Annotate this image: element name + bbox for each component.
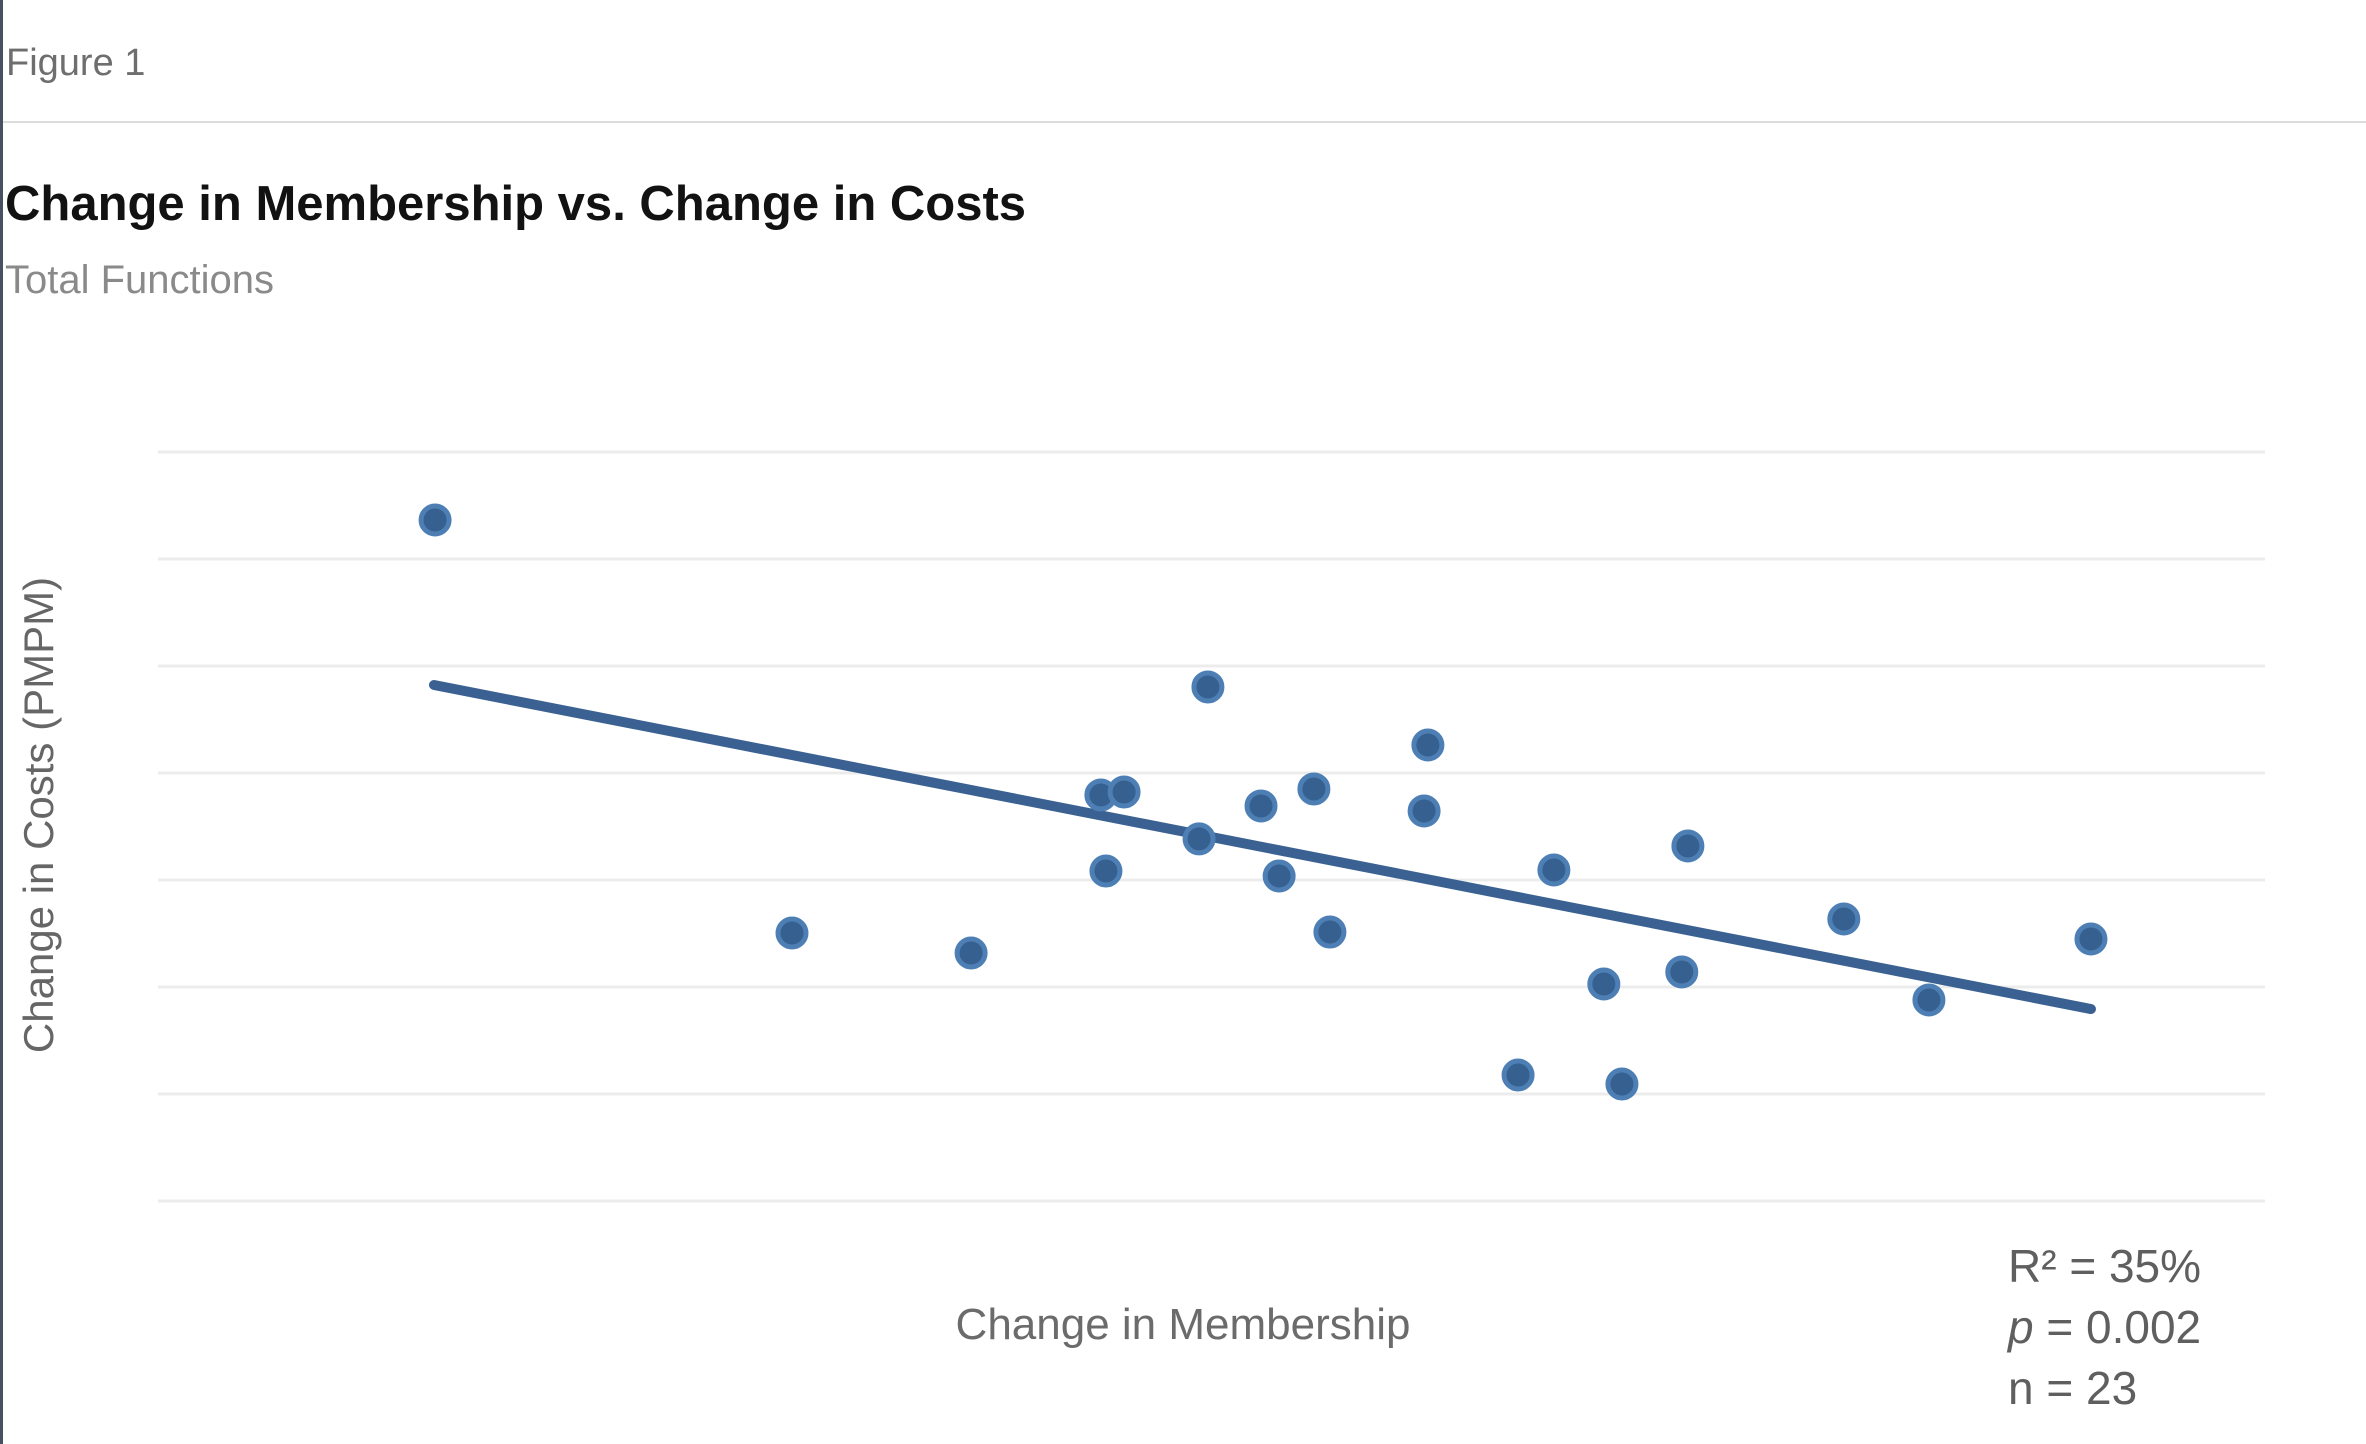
data-point [954, 936, 988, 970]
data-point [2074, 922, 2108, 956]
data-point [1912, 983, 1946, 1017]
data-point [1262, 859, 1296, 893]
data-point [418, 503, 452, 537]
data-point [1605, 1067, 1639, 1101]
data-point [1089, 854, 1123, 888]
data-point [1665, 955, 1699, 989]
stats-annotation: R² = 35% p = 0.002 n = 23 [2008, 1236, 2201, 1420]
stats-p-rest: = 0.002 [2033, 1301, 2202, 1354]
header-divider [3, 121, 2366, 123]
trend-line [429, 680, 2096, 1015]
data-point [1501, 1058, 1535, 1092]
scatter-plot [158, 450, 2265, 1203]
stats-r-squared: R² = 35% [2008, 1240, 2202, 1292]
data-point [1537, 853, 1571, 887]
x-axis-label: Change in Membership [955, 1300, 1411, 1349]
data-point [1827, 902, 1861, 936]
y-axis-label: Change in Costs (PMPM) [15, 576, 62, 1054]
stats-p-symbol: p [2008, 1301, 2034, 1354]
data-point [1411, 728, 1445, 762]
figure-label: Figure 1 [6, 42, 146, 84]
chart-subtitle: Total Functions [5, 258, 275, 302]
chart-title: Change in Membership vs. Change in Costs [5, 177, 1027, 231]
stats-p-value: p = 0.002 [2008, 1297, 2201, 1358]
data-point [1407, 794, 1441, 828]
data-point [1107, 775, 1141, 809]
data-point [1191, 670, 1225, 704]
data-point [1313, 915, 1347, 949]
data-point [1587, 967, 1621, 1001]
data-point [1297, 772, 1331, 806]
data-point [1671, 829, 1705, 863]
stats-n: n = 23 [2008, 1362, 2138, 1415]
data-point [775, 916, 809, 950]
data-point [1244, 789, 1278, 823]
data-point [1182, 822, 1216, 856]
